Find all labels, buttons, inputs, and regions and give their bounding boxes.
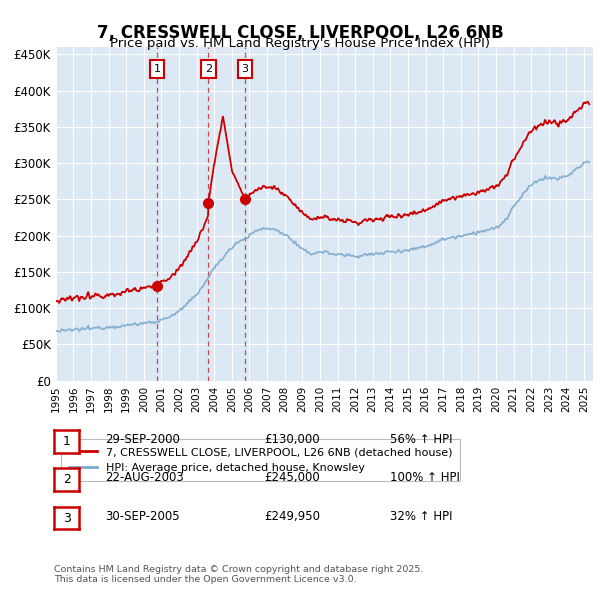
Text: £130,000: £130,000: [264, 433, 320, 446]
Text: 29-SEP-2000: 29-SEP-2000: [105, 433, 180, 446]
Text: 7, CRESSWELL CLOSE, LIVERPOOL, L26 6NB: 7, CRESSWELL CLOSE, LIVERPOOL, L26 6NB: [97, 24, 503, 42]
Text: 56% ↑ HPI: 56% ↑ HPI: [390, 433, 452, 446]
Text: 22-AUG-2003: 22-AUG-2003: [105, 471, 184, 484]
Text: £249,950: £249,950: [264, 510, 320, 523]
Text: 1: 1: [62, 435, 71, 448]
Text: Contains HM Land Registry data © Crown copyright and database right 2025.
This d: Contains HM Land Registry data © Crown c…: [54, 565, 424, 584]
Text: 2: 2: [205, 64, 212, 74]
Text: 32% ↑ HPI: 32% ↑ HPI: [390, 510, 452, 523]
Legend: 7, CRESSWELL CLOSE, LIVERPOOL, L26 6NB (detached house), HPI: Average price, det: 7, CRESSWELL CLOSE, LIVERPOOL, L26 6NB (…: [61, 440, 460, 480]
Text: 2: 2: [62, 473, 71, 486]
Text: £245,000: £245,000: [264, 471, 320, 484]
Text: 3: 3: [62, 512, 71, 525]
Text: Price paid vs. HM Land Registry's House Price Index (HPI): Price paid vs. HM Land Registry's House …: [110, 37, 490, 50]
Text: 1: 1: [154, 64, 161, 74]
Text: 100% ↑ HPI: 100% ↑ HPI: [390, 471, 460, 484]
Text: 30-SEP-2005: 30-SEP-2005: [105, 510, 179, 523]
Text: 3: 3: [242, 64, 248, 74]
